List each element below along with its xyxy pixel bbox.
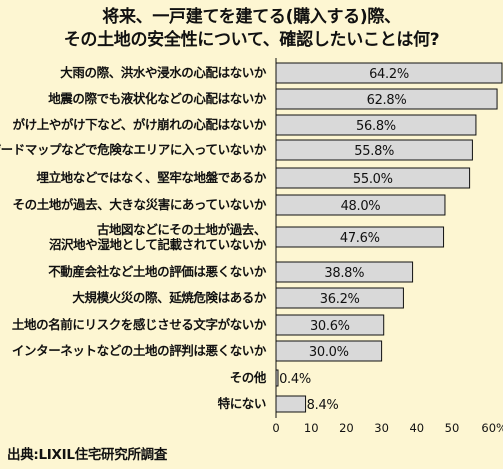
- chart-title-line-2: その土地の安全性について、確認したいことは何?: [63, 30, 440, 50]
- category-label: 古地図などにその土地が過去、: [97, 222, 266, 237]
- category-label: 不動産会社など土地の評価は悪くないか: [48, 264, 267, 279]
- data-label: 0.4%: [279, 372, 311, 387]
- data-label: 48.0%: [341, 199, 381, 214]
- category-label: 沼沢地や湿地として記載されていないか: [49, 237, 267, 252]
- bar: [275, 226, 445, 248]
- bar: [275, 62, 503, 84]
- chart-title-line-1: 将来、一戸建てを建てる(購入する)際、: [102, 7, 401, 27]
- x-tick-label: 10: [304, 421, 319, 435]
- bar: [275, 139, 473, 161]
- source-note: 出典:LIXIL住宅研究所調査: [7, 447, 168, 463]
- category-label: その土地が過去、大きな災害にあっていないか: [13, 197, 267, 212]
- data-label: 62.8%: [367, 93, 407, 108]
- data-label: 64.2%: [369, 67, 409, 82]
- bar: [275, 114, 477, 136]
- data-label: 8.4%: [307, 398, 339, 413]
- data-label: 55.8%: [354, 144, 394, 159]
- category-label: その他: [230, 370, 267, 385]
- data-label: 30.0%: [309, 345, 349, 360]
- x-tick-label: 50: [445, 421, 460, 435]
- x-tick-label: 20: [339, 421, 354, 435]
- data-label: 47.6%: [340, 231, 380, 246]
- category-label: 地震の際でも液状化などの心配はないか: [48, 91, 267, 106]
- category-label: 大雨の際、洪水や浸水の心配はないか: [60, 65, 267, 80]
- category-label: ハザードマップなどで危険なエリアに入っていないか: [0, 142, 267, 157]
- category-label: 大規模火災の際、延焼危険はあるか: [72, 290, 267, 305]
- bar: [275, 167, 471, 189]
- x-tick-label: 0: [272, 421, 279, 435]
- category-label: がけ上やがけ下など、がけ崩れの心配はないか: [13, 117, 267, 132]
- data-label: 56.8%: [356, 119, 396, 134]
- data-label: 38.8%: [324, 266, 364, 281]
- data-label: 36.2%: [320, 292, 360, 307]
- category-label: 特にない: [218, 396, 266, 411]
- data-label: 55.0%: [353, 172, 393, 187]
- bar: [275, 194, 446, 216]
- category-label: インターネットなどの土地の評判は悪くないか: [12, 343, 267, 358]
- bar: [275, 395, 307, 413]
- x-tick-label: 60%: [481, 421, 503, 435]
- bar: [275, 369, 279, 387]
- bar: [275, 88, 498, 110]
- bar: [275, 287, 404, 309]
- bar: [275, 314, 385, 336]
- bar: [275, 340, 383, 362]
- bar: [275, 261, 414, 283]
- category-label: 埋立地などではなく、堅牢な地盤であるか: [36, 170, 266, 185]
- x-tick-label: 30: [374, 421, 389, 435]
- x-tick-label: 40: [409, 421, 424, 435]
- category-label: 土地の名前にリスクを感じさせる文字がないか: [12, 317, 267, 332]
- data-label: 30.6%: [310, 319, 350, 334]
